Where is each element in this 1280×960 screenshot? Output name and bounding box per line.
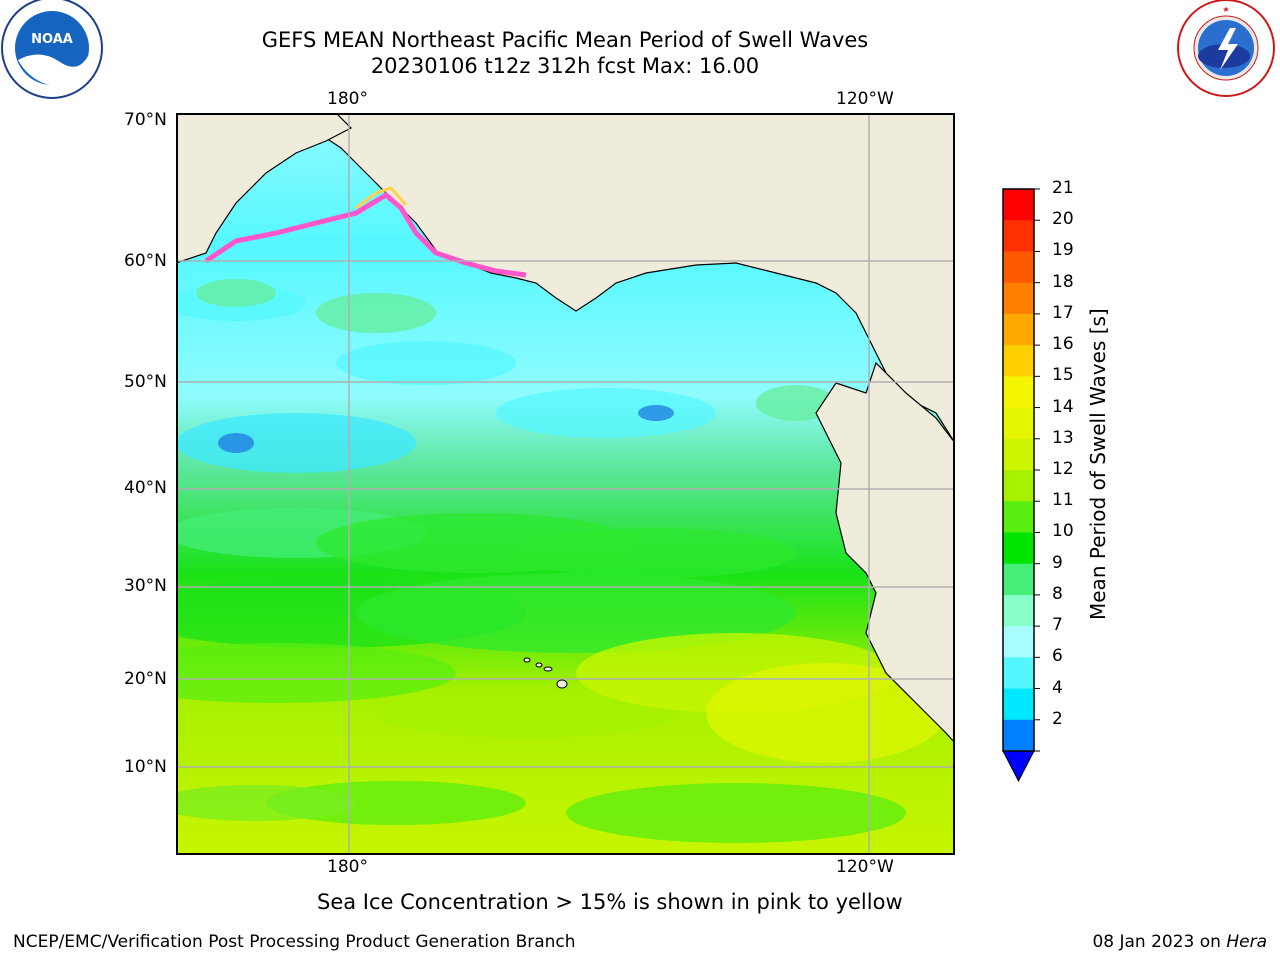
- russia-land: [176, 113, 353, 264]
- colorbar-bin: [1003, 438, 1034, 471]
- lat-label-20n: 20°N: [124, 669, 167, 689]
- svg-text:★: ★: [1222, 5, 1229, 14]
- swell-patch: [196, 279, 276, 307]
- west-coast-land: [815, 361, 955, 744]
- colorbar-bin: [1003, 563, 1034, 596]
- footer-date: 08 Jan 2023 on Hera: [1092, 932, 1267, 952]
- graticule: [176, 113, 955, 855]
- map-panel: [176, 113, 955, 855]
- colorbar-bin: [1003, 626, 1034, 658]
- colorbar-label: Mean Period of Swell Waves [s]: [1086, 308, 1110, 620]
- swell-patch: [218, 433, 254, 453]
- map-title: GEFS MEAN Northeast Pacific Mean Period …: [0, 27, 1130, 79]
- swell-patch: [176, 785, 356, 821]
- sea-ice-note: Sea Ice Concentration > 15% is shown in …: [317, 890, 903, 914]
- colorbar-tick-label: 15: [1052, 365, 1074, 386]
- swell-patch: [176, 413, 416, 473]
- colorbar-tick-label: 16: [1052, 334, 1074, 355]
- swell-patch: [176, 643, 456, 703]
- swell-patch: [496, 388, 716, 438]
- swell-patch: [356, 573, 796, 653]
- colorbar-bin: [1003, 501, 1034, 533]
- colorbar-tick-label: 4: [1052, 677, 1063, 698]
- sea-ice-yellow: [355, 186, 408, 210]
- colorbar-bin: [1003, 345, 1034, 377]
- colorbar-bin: [1003, 470, 1034, 502]
- colorbar-tick-label: 6: [1052, 646, 1063, 667]
- lon-label-top-120w: 120°W: [836, 89, 894, 109]
- colorbar-tick-label: 20: [1052, 209, 1074, 230]
- colorbar-tick-label: 7: [1052, 615, 1063, 636]
- lat-label-60n: 60°N: [124, 251, 167, 271]
- colorbar-tick-label: 19: [1052, 240, 1074, 261]
- colorbar-bin: [1003, 657, 1034, 690]
- swell-patch: [516, 528, 796, 578]
- colorbar-tick-label: 17: [1052, 302, 1074, 323]
- title-line-2: 20230106 t12z 312h fcst Max: 16.00: [370, 54, 760, 78]
- lon-label-bottom-120w: 120°W: [836, 857, 894, 877]
- colorbar-bin: [1003, 251, 1034, 284]
- swell-patch: [638, 405, 674, 421]
- lat-label-30n: 30°N: [124, 576, 167, 596]
- lat-label-40n: 40°N: [124, 478, 167, 498]
- colorbar-bin: [1003, 532, 1034, 565]
- colorbar-bin: [1003, 189, 1034, 221]
- colorbar-tick-label: 10: [1052, 521, 1074, 542]
- colorbar-bin: [1003, 594, 1034, 627]
- colorbar-bin: [1003, 376, 1034, 409]
- noaa-logo: NOAA: [1, 0, 103, 99]
- colorbar-bin: [1003, 688, 1034, 721]
- svg-text:NOAA: NOAA: [31, 32, 73, 47]
- colorbar-bin: [1003, 719, 1034, 752]
- colorbar-tick-label: 18: [1052, 271, 1074, 292]
- lat-label-50n: 50°N: [124, 372, 167, 392]
- colorbar-bin: [1003, 407, 1034, 440]
- swell-patch: [706, 663, 946, 763]
- hawaii-islands: [523, 657, 568, 689]
- colorbar-tick-label: 11: [1052, 490, 1074, 511]
- swell-patch: [316, 293, 436, 333]
- map-frame: [176, 113, 955, 855]
- title-line-1: GEFS MEAN Northeast Pacific Mean Period …: [261, 28, 869, 52]
- colorbar-tick-label: 13: [1052, 427, 1074, 448]
- lon-label-bottom-180: 180°: [327, 857, 368, 877]
- footer-date-text: 08 Jan 2023 on: [1092, 932, 1227, 952]
- nws-logo: ★: [1177, 0, 1275, 97]
- colorbar: [1002, 188, 1040, 783]
- colorbar-tick-label: 9: [1052, 552, 1063, 573]
- colorbar-tick-label: 14: [1052, 396, 1074, 417]
- colorbar-tick-label: 21: [1052, 178, 1074, 198]
- colorbar-tick-label: 2: [1052, 708, 1063, 729]
- lat-label-70n: 70°N: [124, 110, 167, 130]
- footer-branch: NCEP/EMC/Verification Post Processing Pr…: [13, 932, 576, 952]
- lat-label-10n: 10°N: [124, 757, 167, 777]
- colorbar-bin: [1003, 282, 1034, 315]
- footer-host: Hera: [1226, 932, 1267, 952]
- swell-patch: [566, 783, 906, 843]
- swell-patch: [376, 688, 676, 738]
- swell-patch: [336, 341, 516, 385]
- sea-ice-edge: [204, 191, 527, 278]
- colorbar-bin: [1003, 220, 1034, 252]
- colorbar-bin: [1003, 313, 1034, 346]
- colorbar-tick-label: 8: [1052, 583, 1063, 604]
- colorbar-extend-arrow: [1002, 750, 1035, 783]
- swell-field-patches: [176, 279, 946, 843]
- lon-label-top-180: 180°: [327, 89, 368, 109]
- colorbar-tick-label: 12: [1052, 459, 1074, 479]
